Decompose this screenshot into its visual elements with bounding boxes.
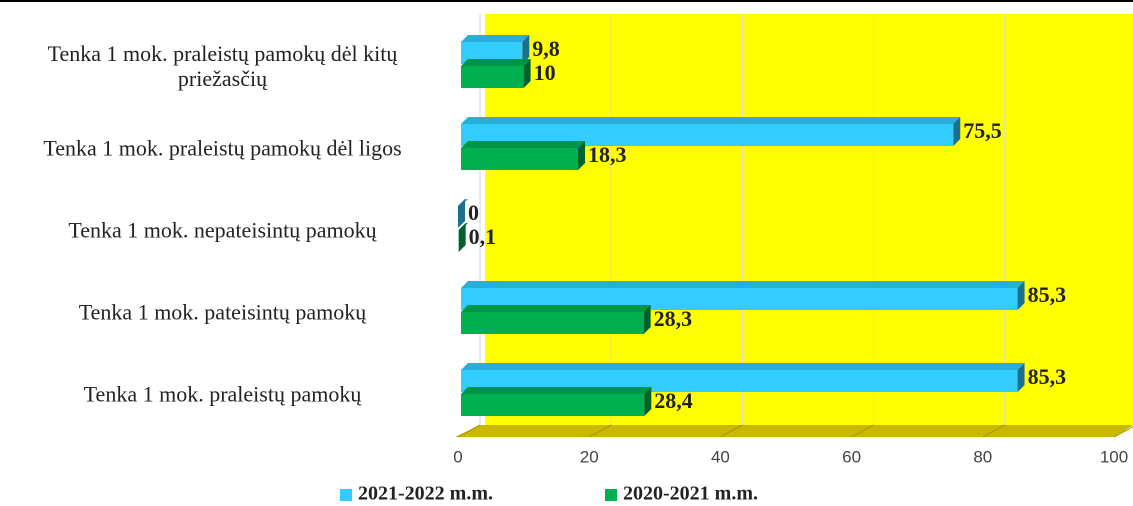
x-tick-label: 20 bbox=[580, 447, 599, 466]
data-label: 0,1 bbox=[469, 224, 497, 249]
bar bbox=[461, 363, 1025, 392]
data-label: 9,8 bbox=[532, 36, 560, 61]
bar bbox=[461, 141, 586, 170]
category-label: Tenka 1 mok. pateisintų pamokų bbox=[78, 299, 367, 325]
bar-front bbox=[461, 312, 644, 334]
data-label: 85,3 bbox=[1028, 364, 1067, 389]
bar-top bbox=[461, 35, 530, 42]
legend-label: 2021-2022 m.m. bbox=[358, 483, 493, 505]
bar-top bbox=[461, 141, 586, 148]
bar-front bbox=[461, 288, 1018, 310]
data-label: 28,4 bbox=[654, 388, 693, 413]
bar-top bbox=[461, 281, 1025, 288]
bar bbox=[461, 387, 652, 416]
data-label: 18,3 bbox=[588, 142, 627, 167]
bar-top bbox=[461, 117, 961, 124]
floor-grid-line bbox=[1113, 426, 1133, 438]
x-tick-label: 60 bbox=[842, 447, 861, 466]
bar-front bbox=[461, 370, 1018, 392]
bar-front bbox=[461, 66, 524, 88]
category-label: Tenka 1 mok. praleistų pamokų dėl kitų p… bbox=[47, 41, 398, 91]
bar-front bbox=[461, 124, 954, 146]
data-label: 28,3 bbox=[654, 306, 693, 331]
category-label: Tenka 1 mok. nepateisintų pamokų bbox=[68, 217, 377, 243]
bar bbox=[461, 59, 531, 88]
floor-grid-line bbox=[720, 424, 743, 438]
bar-front bbox=[461, 394, 645, 416]
data-label: 85,3 bbox=[1028, 282, 1067, 307]
data-label: 10 bbox=[534, 60, 556, 85]
floor-grid-line bbox=[588, 424, 612, 438]
bar-top bbox=[461, 387, 652, 394]
data-label: 0 bbox=[468, 200, 479, 225]
bar-end bbox=[523, 59, 531, 88]
bar-end bbox=[1017, 281, 1025, 310]
legend-label: 2020-2021 m.m. bbox=[623, 483, 758, 505]
bar-end bbox=[953, 117, 961, 146]
bar bbox=[458, 223, 468, 252]
bar-front bbox=[461, 42, 523, 64]
bar-top bbox=[461, 305, 651, 312]
x-tick-label: 0 bbox=[453, 447, 462, 466]
data-label: 75,5 bbox=[963, 118, 1002, 143]
bar-end bbox=[458, 199, 465, 228]
category-label: Tenka 1 mok. praleistų pamokų bbox=[83, 381, 362, 407]
floor-grid-line bbox=[851, 424, 874, 438]
x-tick-label: 100 bbox=[1100, 447, 1128, 466]
bar-front bbox=[461, 148, 579, 170]
bar-top bbox=[461, 363, 1025, 370]
bar bbox=[458, 199, 468, 228]
floor-grid-line bbox=[457, 424, 481, 438]
x-tick-label: 80 bbox=[973, 447, 992, 466]
legend-swatch bbox=[340, 489, 352, 501]
bar-end bbox=[643, 305, 651, 334]
bar-end bbox=[644, 387, 652, 416]
x-tick-label: 40 bbox=[711, 447, 730, 466]
floor bbox=[455, 425, 1133, 437]
category-label: Tenka 1 mok. praleistų pamokų dėl ligos bbox=[43, 135, 402, 161]
bar-end bbox=[578, 141, 586, 170]
bar bbox=[461, 281, 1025, 310]
bar-top bbox=[461, 59, 531, 66]
bar bbox=[461, 117, 961, 146]
legend-swatch bbox=[605, 489, 617, 501]
bar-end bbox=[458, 223, 466, 252]
floor-grid-line bbox=[982, 424, 1006, 438]
bar-end bbox=[522, 35, 530, 64]
bar bbox=[461, 35, 530, 64]
bar-end bbox=[1017, 363, 1025, 392]
bar bbox=[461, 305, 651, 334]
